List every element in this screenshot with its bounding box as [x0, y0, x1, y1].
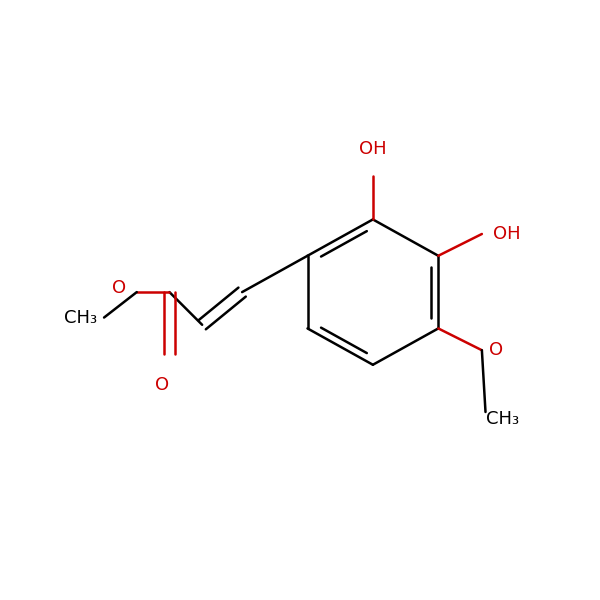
Text: OH: OH — [359, 140, 387, 158]
Text: OH: OH — [493, 225, 520, 243]
Text: O: O — [112, 280, 126, 298]
Text: O: O — [155, 376, 169, 394]
Text: CH₃: CH₃ — [485, 410, 518, 428]
Text: CH₃: CH₃ — [64, 308, 97, 326]
Text: O: O — [489, 341, 503, 359]
